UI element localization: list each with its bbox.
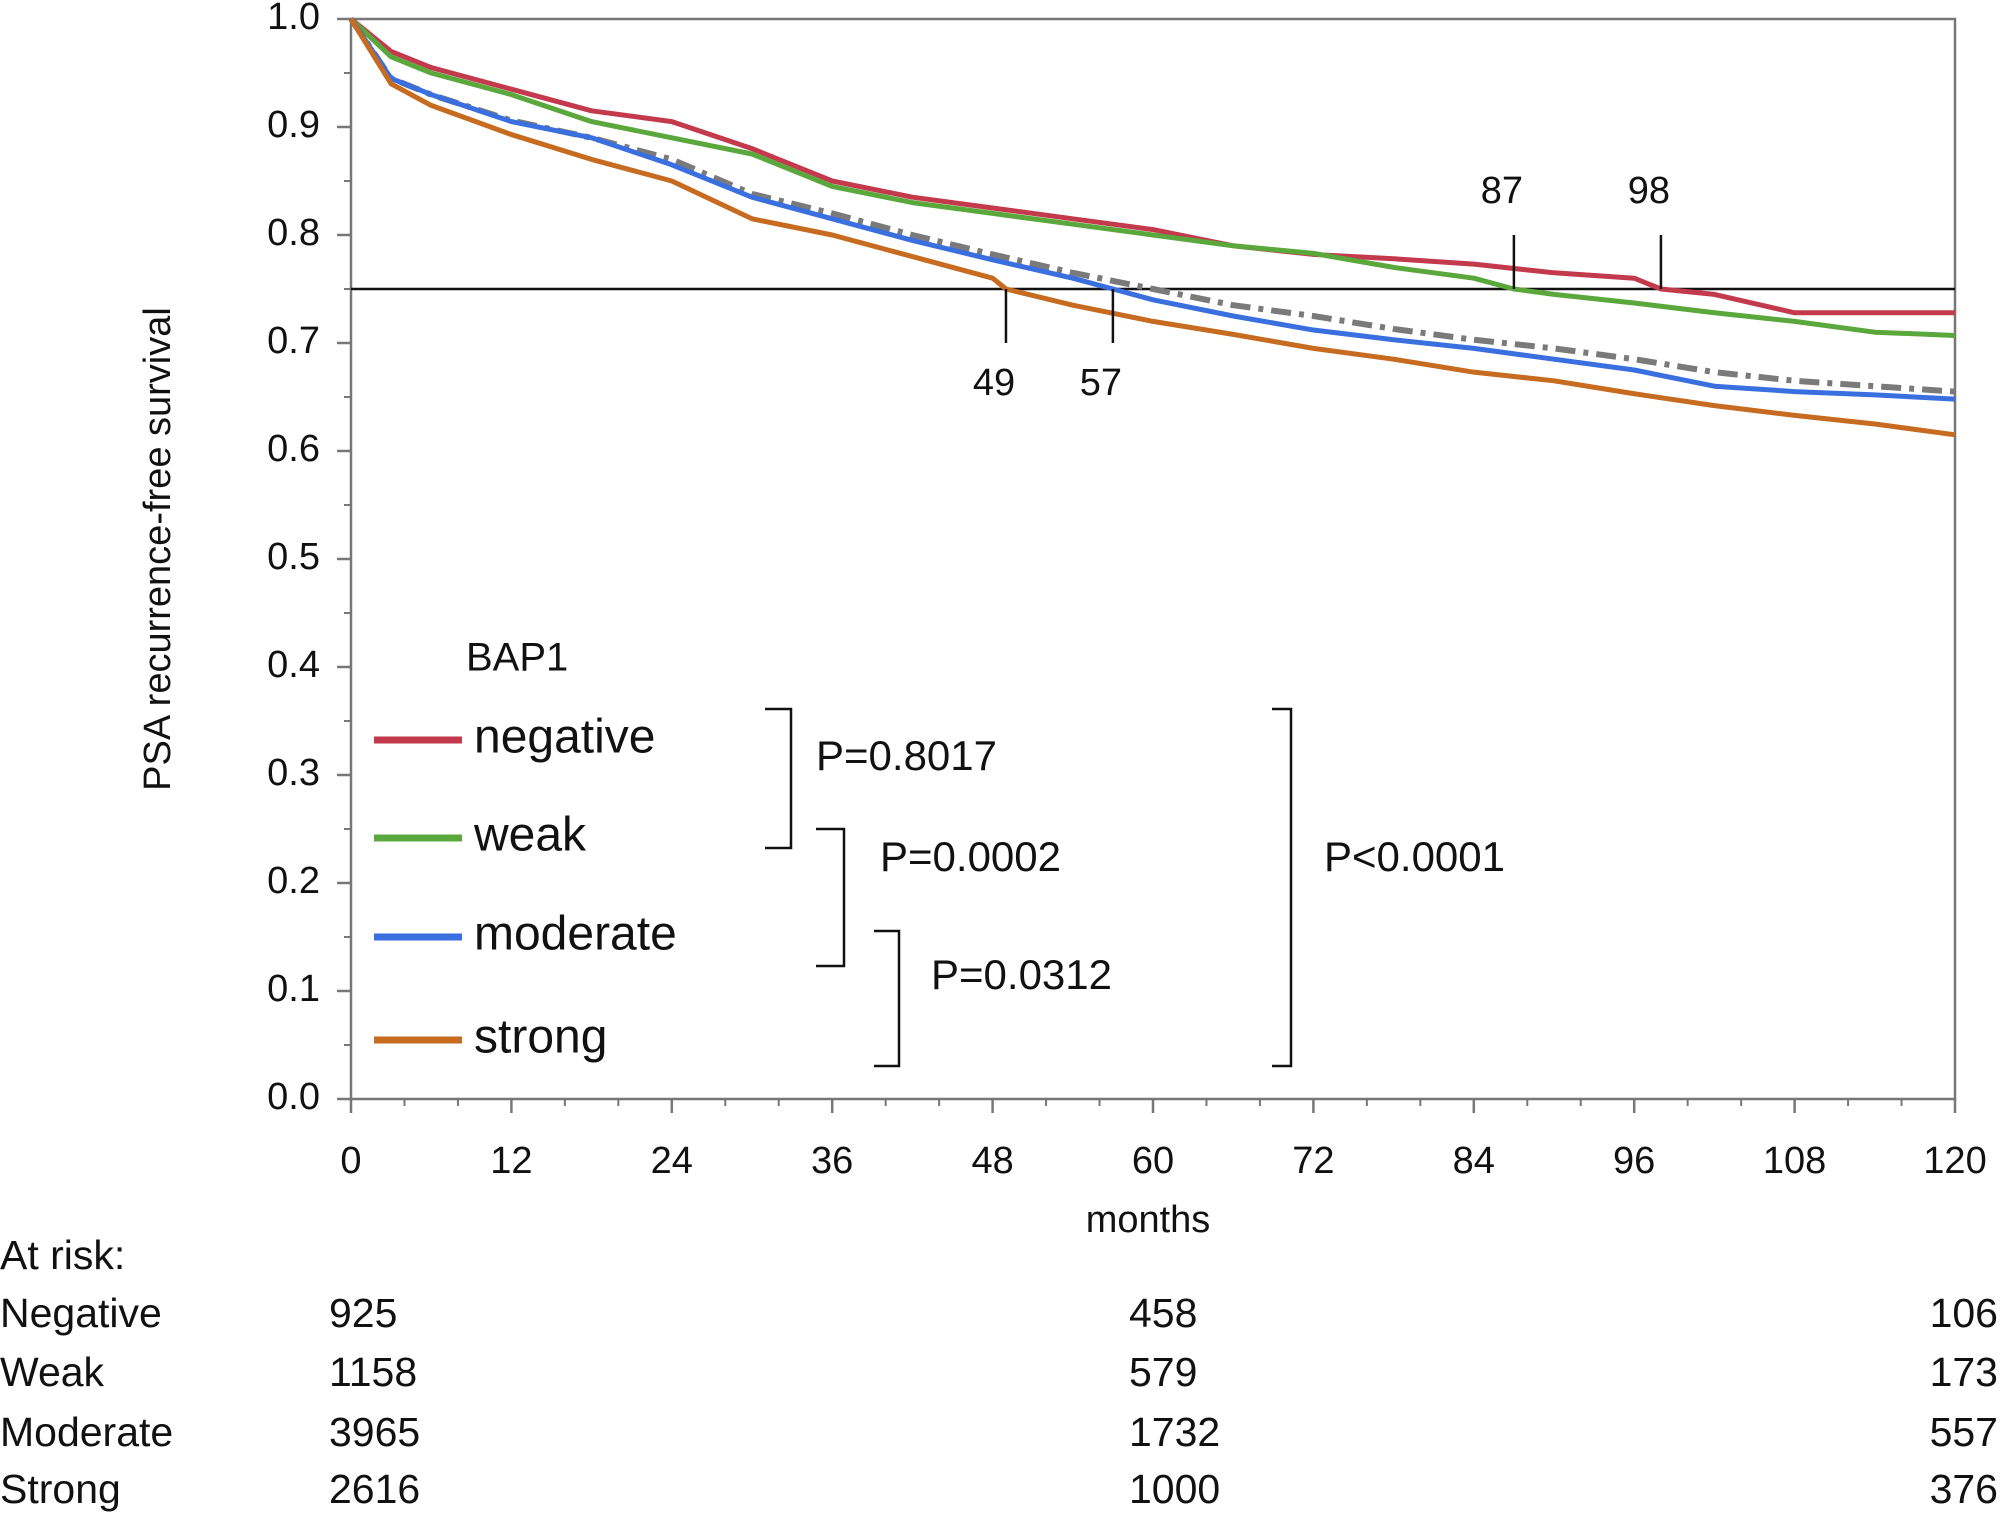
legend-title: BAP1 bbox=[466, 636, 568, 680]
p-value: P=0.8017 bbox=[816, 732, 997, 779]
y-tick-label: 0.4 bbox=[267, 644, 320, 686]
at-risk-count: 458 bbox=[1129, 1290, 1197, 1336]
at-risk-count: 2616 bbox=[329, 1466, 420, 1512]
at-risk-count: 579 bbox=[1129, 1349, 1197, 1395]
median-label: 98 bbox=[1628, 170, 1670, 212]
overall-curve bbox=[348, 17, 1956, 395]
x-tick-label: 84 bbox=[1453, 1140, 1495, 1182]
bracket bbox=[816, 827, 846, 968]
x-tick-label: 108 bbox=[1763, 1140, 1826, 1182]
x-tick-label: 24 bbox=[651, 1140, 693, 1182]
y-axis-label: PSA recurrence-free survival bbox=[137, 307, 179, 791]
x-tick-label: 12 bbox=[490, 1140, 532, 1182]
legend-label: weak bbox=[473, 809, 587, 862]
survival-curve bbox=[348, 17, 1956, 402]
at-risk-count: 173 bbox=[1930, 1349, 1998, 1395]
y-tick-label: 0.3 bbox=[267, 752, 320, 794]
at-risk-count: 1158 bbox=[329, 1349, 417, 1395]
legend-label: moderate bbox=[474, 908, 677, 961]
at-risk-count: 3965 bbox=[329, 1409, 420, 1455]
x-tick-label: 72 bbox=[1292, 1140, 1334, 1182]
at-risk-row-label: Negative bbox=[0, 1290, 162, 1336]
x-tick-label: 120 bbox=[1923, 1140, 1986, 1182]
at-risk-count: 1732 bbox=[1129, 1409, 1220, 1455]
legend-label: strong bbox=[474, 1011, 607, 1064]
median-label: 49 bbox=[973, 362, 1015, 404]
p-value: P=0.0312 bbox=[931, 951, 1112, 998]
p-value: P=0.0002 bbox=[880, 833, 1061, 880]
bracket bbox=[1272, 707, 1293, 1068]
at-risk-title: At risk: bbox=[0, 1232, 125, 1278]
at-risk-count: 925 bbox=[329, 1290, 397, 1336]
at-risk-row-label: Moderate bbox=[0, 1409, 173, 1455]
x-tick-label: 48 bbox=[971, 1140, 1013, 1182]
x-tick-label: 0 bbox=[340, 1140, 361, 1182]
y-tick-label: 0.2 bbox=[267, 860, 320, 902]
at-risk-count: 557 bbox=[1930, 1409, 1998, 1455]
at-risk-row-label: Strong bbox=[0, 1466, 121, 1512]
x-tick-label: 96 bbox=[1613, 1140, 1655, 1182]
y-tick-label: 0.7 bbox=[267, 320, 320, 362]
survival-curve bbox=[349, 17, 1956, 338]
at-risk-row-label: Weak bbox=[0, 1349, 105, 1395]
bracket bbox=[874, 929, 901, 1068]
survival-curve bbox=[348, 17, 1956, 438]
x-tick-label: 36 bbox=[811, 1140, 853, 1182]
p-value: P<0.0001 bbox=[1324, 833, 1505, 880]
y-tick-label: 0.9 bbox=[267, 104, 320, 146]
x-tick-label: 60 bbox=[1132, 1140, 1174, 1182]
at-risk-count: 1000 bbox=[1129, 1466, 1220, 1512]
survival-curve bbox=[349, 17, 1955, 316]
y-tick-label: 0.8 bbox=[267, 212, 320, 254]
y-tick-label: 0.5 bbox=[267, 536, 320, 578]
at-risk-count: 106 bbox=[1930, 1290, 1998, 1336]
median-label: 57 bbox=[1080, 362, 1122, 404]
legend-label: negative bbox=[474, 711, 655, 764]
x-axis-label: months bbox=[1086, 1199, 1211, 1241]
y-tick-label: 0.6 bbox=[267, 428, 320, 470]
median-label: 87 bbox=[1481, 170, 1523, 212]
bracket bbox=[765, 707, 793, 850]
at-risk-count: 376 bbox=[1930, 1466, 1998, 1512]
y-tick-label: 0.1 bbox=[267, 968, 320, 1010]
y-tick-label: 1.0 bbox=[267, 0, 320, 38]
y-tick-label: 0.0 bbox=[267, 1076, 320, 1118]
